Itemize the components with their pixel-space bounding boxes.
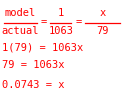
Text: =: = [76,18,82,28]
Text: 0.0743 = x: 0.0743 = x [2,80,65,90]
Text: actual: actual [1,27,39,36]
Text: =: = [41,18,47,28]
Text: 79: 79 [96,27,109,36]
Text: 79 = 1063x: 79 = 1063x [2,60,65,70]
Text: 1063: 1063 [48,27,73,36]
Text: x: x [99,8,106,18]
Text: 1: 1 [58,8,64,18]
Text: 1(79) = 1063x: 1(79) = 1063x [2,42,84,52]
Text: model: model [4,8,36,18]
